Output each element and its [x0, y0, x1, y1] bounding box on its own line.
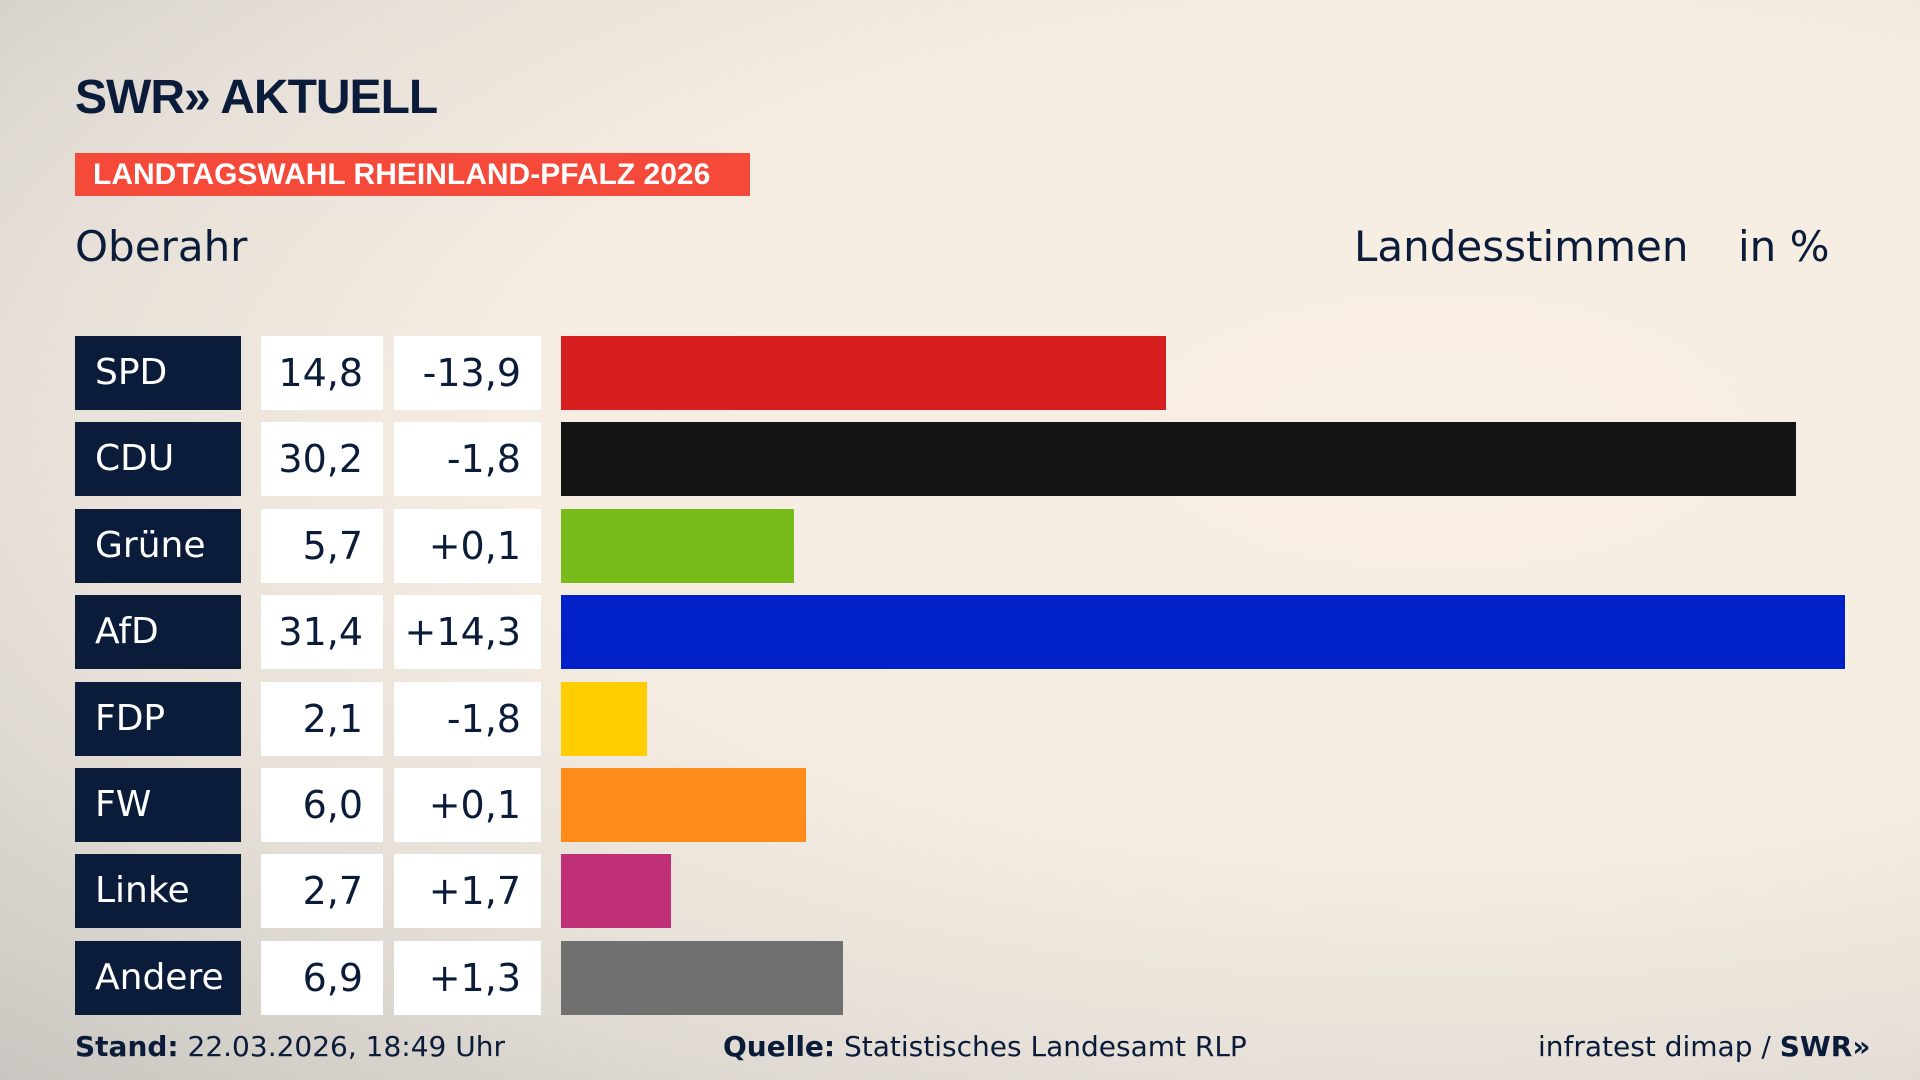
- stand-label: Stand:: [75, 1030, 179, 1063]
- party-change: +14,3: [394, 595, 541, 670]
- party-bar: [561, 854, 672, 929]
- party-name: FW: [75, 768, 241, 842]
- source-label: Quelle:: [723, 1030, 836, 1063]
- party-change: +1,7: [394, 854, 541, 929]
- party-value: 31,4: [261, 595, 383, 670]
- metric-label: Landesstimmen: [1354, 222, 1689, 271]
- party-value: 6,0: [261, 768, 383, 842]
- party-value: 2,1: [261, 681, 383, 756]
- party-change: -1,8: [394, 422, 541, 497]
- source: Quelle: Statistisches Landesamt RLP: [723, 1030, 1247, 1063]
- party-bar: [561, 681, 647, 756]
- party-change: +0,1: [394, 508, 541, 583]
- party-value: 30,2: [261, 422, 383, 497]
- party-name: Linke: [75, 854, 241, 929]
- swr-aktuell-logo: SWR» AKTUELL: [75, 71, 438, 124]
- party-value: 6,9: [261, 940, 383, 1015]
- party-name: SPD: [75, 336, 241, 410]
- swr-logo: SWR»: [1779, 1030, 1871, 1063]
- party-change: -13,9: [394, 336, 541, 410]
- credit: infratest dimap / SWR»: [1538, 1030, 1870, 1063]
- party-bar: [561, 768, 807, 842]
- source-value: Statistisches Landesamt RLP: [844, 1030, 1247, 1063]
- party-bar: [561, 336, 1167, 410]
- party-name: FDP: [75, 681, 241, 756]
- unit-label: in %: [1738, 222, 1830, 271]
- party-bar: [561, 595, 1845, 670]
- party-name: Grüne: [75, 508, 241, 583]
- party-change: +0,1: [394, 768, 541, 842]
- party-value: 2,7: [261, 854, 383, 929]
- party-value: 14,8: [261, 336, 383, 410]
- party-bar: [561, 422, 1796, 497]
- party-name: CDU: [75, 422, 241, 497]
- party-name: AfD: [75, 595, 241, 670]
- timestamp: Stand: 22.03.2026, 18:49 Uhr: [75, 1030, 505, 1063]
- credit-text: infratest dimap /: [1538, 1030, 1780, 1063]
- party-value: 5,7: [261, 508, 383, 583]
- party-name: Andere: [75, 940, 241, 1015]
- party-bar: [561, 940, 844, 1015]
- party-change: +1,3: [394, 940, 541, 1015]
- region-title: Oberahr: [75, 222, 248, 271]
- party-change: -1,8: [394, 681, 541, 756]
- party-bar: [561, 508, 795, 583]
- election-banner: LANDTAGSWAHL RHEINLAND-PFALZ 2026: [75, 153, 750, 196]
- stand-value: 22.03.2026, 18:49 Uhr: [187, 1030, 505, 1063]
